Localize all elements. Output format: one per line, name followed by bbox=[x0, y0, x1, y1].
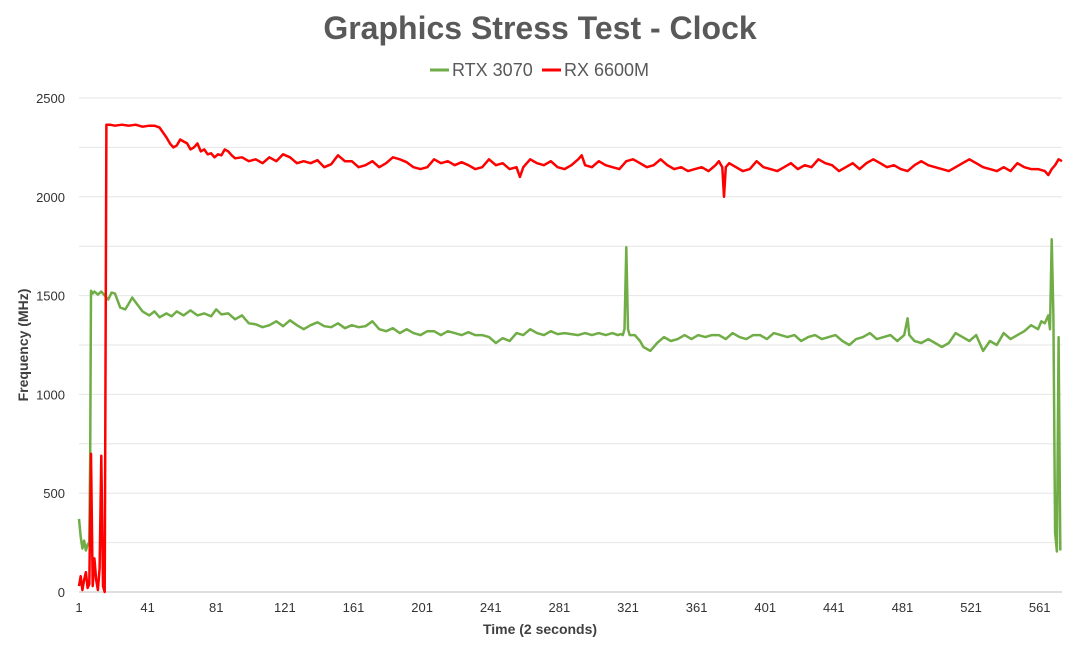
series-line-rtx-3070 bbox=[77, 238, 1062, 553]
legend-label-rx6600m: RX 6600M bbox=[564, 60, 649, 80]
x-tick-label: 481 bbox=[892, 600, 914, 615]
y-tick-label: 2500 bbox=[36, 91, 65, 106]
x-tick-label: 361 bbox=[686, 600, 708, 615]
x-tick-label: 81 bbox=[209, 600, 223, 615]
x-tick-labels: 1 41 81 121 161 201 241 281 321 361 401 441 481 521 56… bbox=[75, 600, 1050, 615]
x-tick-label: 321 bbox=[617, 600, 639, 615]
x-tick-label: 521 bbox=[960, 600, 982, 615]
y-axis-title: Frequency (MHz) bbox=[15, 289, 31, 402]
y-tick-label: 1000 bbox=[36, 387, 65, 402]
x-tick-label: 441 bbox=[823, 600, 845, 615]
gridlines bbox=[79, 97, 1062, 593]
x-tick-label: 41 bbox=[140, 600, 154, 615]
legend-label-rtx3070: RTX 3070 bbox=[452, 60, 533, 80]
x-tick-label: 281 bbox=[548, 600, 570, 615]
x-tick-label: 561 bbox=[1029, 600, 1051, 615]
x-tick-label: 1 bbox=[75, 600, 82, 615]
y-tick-label: 0 bbox=[58, 585, 65, 600]
series-lines bbox=[77, 123, 1063, 594]
x-tick-label: 161 bbox=[343, 600, 365, 615]
x-tick-label: 121 bbox=[274, 600, 296, 615]
x-tick-label: 241 bbox=[480, 600, 502, 615]
y-tick-labels: 0 500 1000 1500 2000 2500 bbox=[36, 91, 65, 600]
chart-title: Graphics Stress Test - Clock bbox=[323, 10, 757, 46]
x-tick-label: 201 bbox=[411, 600, 433, 615]
series-line-rx-6600m bbox=[77, 123, 1063, 594]
legend: RTX 3070 RX 6600M bbox=[430, 60, 649, 80]
y-tick-label: 500 bbox=[43, 486, 65, 501]
x-tick-label: 401 bbox=[754, 600, 776, 615]
y-tick-label: 1500 bbox=[36, 289, 65, 304]
x-axis-title: Time (2 seconds) bbox=[483, 621, 597, 637]
y-tick-label: 2000 bbox=[36, 190, 65, 205]
